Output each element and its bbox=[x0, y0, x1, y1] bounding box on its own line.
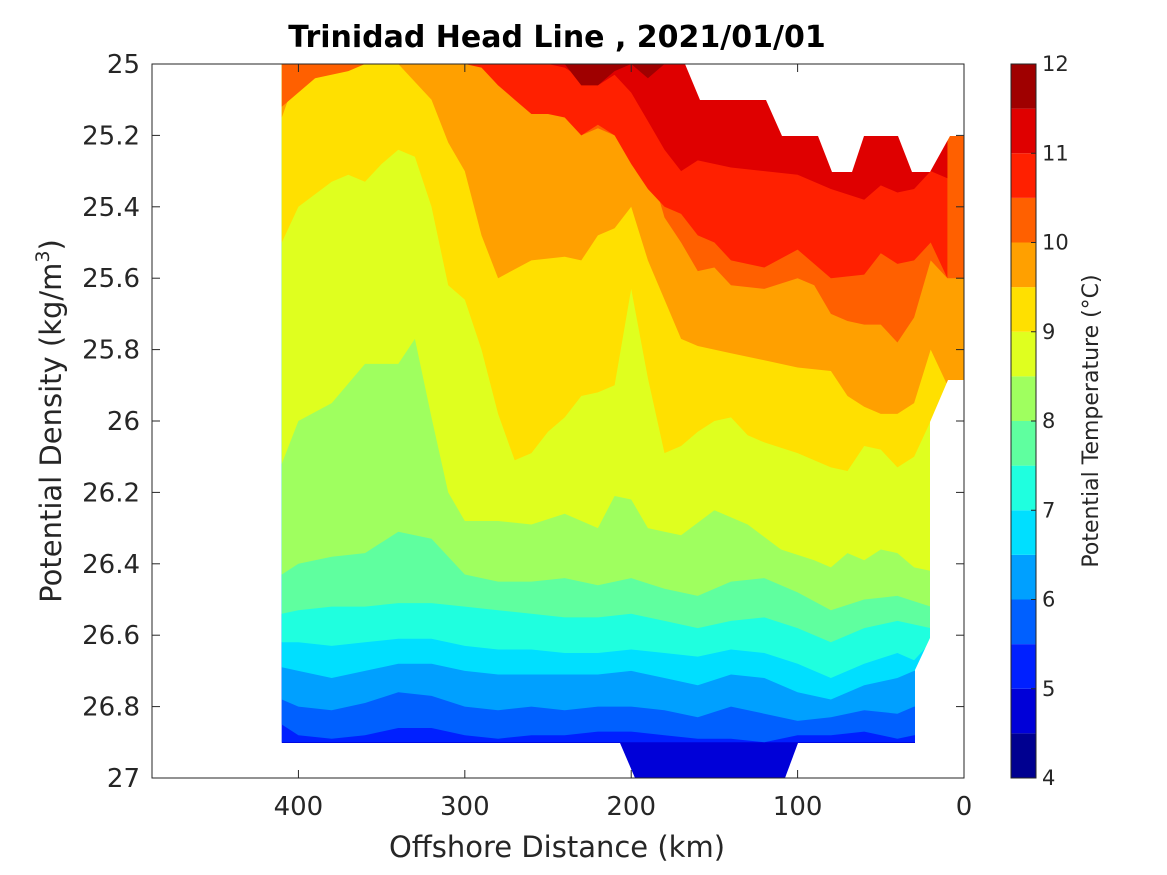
x-tick-label: 400 bbox=[274, 792, 324, 822]
colorbar-segment bbox=[1011, 733, 1036, 778]
colorbar-tick-label: 9 bbox=[1042, 320, 1055, 344]
colorbar-segment bbox=[1011, 465, 1036, 511]
y-tick-label: 25.2 bbox=[82, 121, 140, 151]
mask-bottom-right bbox=[785, 743, 964, 778]
y-axis-label: Potential Density (kg/m3) bbox=[32, 239, 68, 603]
colorbar-tick-label: 8 bbox=[1042, 409, 1055, 433]
y-tick-label: 25.6 bbox=[82, 264, 140, 294]
colorbar-tick-label: 11 bbox=[1042, 141, 1069, 165]
colorbar: 4 5 6 7 8 9 10 11 12 bbox=[1010, 52, 1069, 790]
colorbar-segment bbox=[1011, 242, 1036, 288]
colorbar-segment bbox=[1011, 331, 1036, 377]
colorbar-segment bbox=[1011, 688, 1036, 734]
colorbar-segment bbox=[1011, 287, 1036, 332]
y-tick-label: 26.6 bbox=[82, 621, 140, 651]
colorbar-tick-label: 7 bbox=[1042, 498, 1055, 522]
colorbar-tick-label: 5 bbox=[1042, 677, 1055, 701]
x-tick-label: 100 bbox=[773, 792, 823, 822]
y-axis-label-main: Potential Density (kg/m bbox=[34, 263, 68, 603]
x-tick-label: 300 bbox=[440, 792, 490, 822]
mask-right-edge bbox=[915, 380, 964, 778]
data-gap-masks bbox=[152, 64, 964, 778]
colorbar-tick-label: 12 bbox=[1042, 52, 1069, 76]
colorbar-tick-label: 10 bbox=[1042, 231, 1069, 255]
x-tick-label: 200 bbox=[606, 792, 656, 822]
y-axis-label-suffix: ) bbox=[34, 239, 68, 250]
mask-top-right bbox=[685, 64, 964, 172]
contour-fills bbox=[281, 64, 964, 778]
y-axis: 25 25.2 25.4 25.6 25.8 26 26.2 26.4 26.6 26.8 27 bbox=[82, 50, 964, 794]
colorbar-segment bbox=[1011, 153, 1036, 198]
x-axis-label: Offshore Distance (km) bbox=[389, 830, 725, 864]
y-tick-label: 27 bbox=[107, 764, 140, 794]
colorbar-segment bbox=[1011, 197, 1036, 243]
contour-band-11-5 bbox=[548, 64, 665, 86]
y-tick-label: 25.4 bbox=[82, 193, 140, 223]
y-tick-label: 26.2 bbox=[82, 478, 140, 508]
colorbar-segment bbox=[1011, 64, 1036, 109]
y-tick-label: 25.8 bbox=[82, 336, 140, 366]
colorbar-segment bbox=[1011, 644, 1036, 689]
chart-title: Trinidad Head Line , 2021/01/01 bbox=[288, 20, 825, 55]
colorbar-segment bbox=[1011, 108, 1036, 154]
y-tick-label: 25 bbox=[107, 50, 140, 80]
x-tick-label: 0 bbox=[956, 792, 973, 822]
colorbar-tick-label: 6 bbox=[1042, 588, 1055, 612]
y-tick-label: 26.4 bbox=[82, 550, 140, 580]
colorbar-segment bbox=[1011, 376, 1036, 421]
mask-bottom-left bbox=[152, 743, 635, 778]
x-axis: 400 300 200 100 0 bbox=[274, 64, 973, 822]
colorbar-label: Potential Temperature (°C) bbox=[1079, 274, 1104, 567]
colorbar-segment bbox=[1011, 421, 1036, 466]
colorbar-segment bbox=[1011, 510, 1036, 555]
colorbar-segment bbox=[1011, 554, 1036, 600]
colorbar-segment bbox=[1011, 599, 1036, 645]
y-axis-label-superscript: 3 bbox=[32, 250, 54, 262]
colorbar-tick-label: 4 bbox=[1042, 766, 1055, 790]
y-tick-label: 26.8 bbox=[82, 693, 140, 723]
y-tick-label: 26 bbox=[107, 407, 140, 437]
